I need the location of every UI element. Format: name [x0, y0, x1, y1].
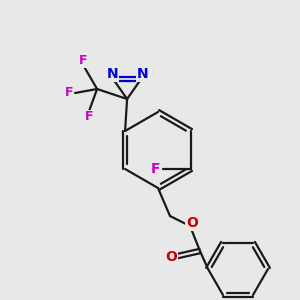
Text: F: F [79, 55, 87, 68]
Text: N: N [136, 67, 148, 81]
Text: F: F [65, 86, 73, 100]
Text: O: O [186, 216, 198, 230]
Text: N: N [106, 67, 118, 81]
Text: F: F [85, 110, 93, 124]
Text: F: F [151, 162, 161, 176]
Text: O: O [165, 250, 177, 264]
